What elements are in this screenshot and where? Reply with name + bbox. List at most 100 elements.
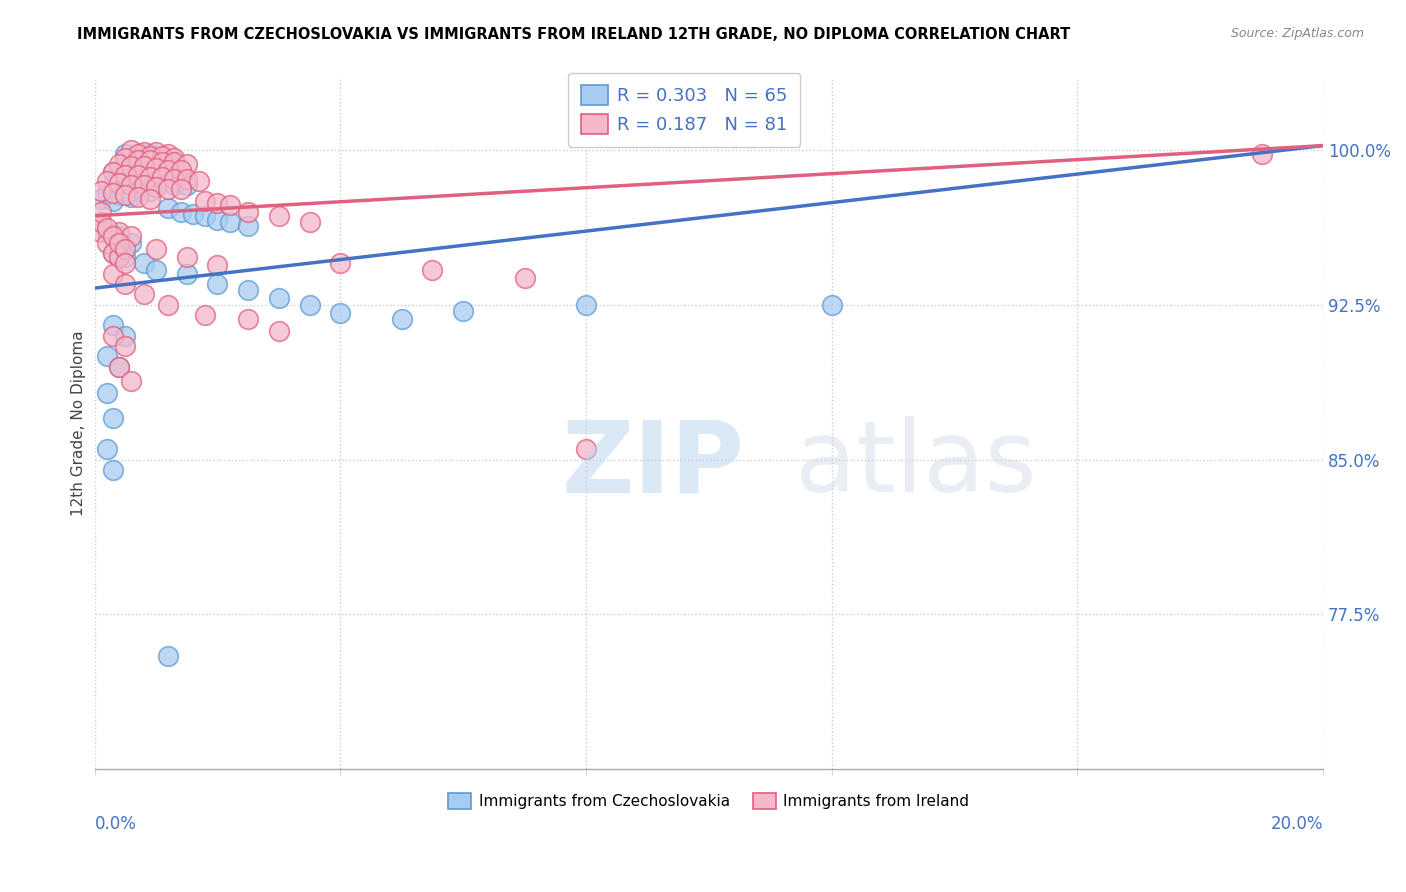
Point <box>207 213 229 227</box>
Legend: Immigrants from Czechoslovakia, Immigrants from Ireland: Immigrants from Czechoslovakia, Immigran… <box>440 786 977 817</box>
Point <box>101 186 124 200</box>
Point <box>169 182 191 196</box>
Point <box>90 215 112 229</box>
Point <box>127 168 149 182</box>
Point <box>114 146 136 161</box>
Point <box>298 297 321 311</box>
Point <box>90 204 112 219</box>
Point <box>150 169 173 184</box>
Point <box>139 169 162 184</box>
Point <box>114 151 136 165</box>
Point <box>169 204 191 219</box>
Point <box>145 151 167 165</box>
Point <box>101 165 124 179</box>
Point <box>132 178 155 192</box>
Point <box>145 161 167 176</box>
Point <box>139 184 162 198</box>
Point <box>101 180 124 194</box>
Point <box>236 219 259 234</box>
Point <box>236 283 259 297</box>
Point <box>120 229 142 244</box>
Point <box>329 306 352 320</box>
Point <box>163 171 186 186</box>
Point <box>101 246 124 260</box>
Point <box>139 169 162 184</box>
Point <box>96 235 118 250</box>
Point <box>236 312 259 326</box>
Point <box>127 184 149 198</box>
Point <box>176 157 198 171</box>
Point <box>114 168 136 182</box>
Point <box>114 182 136 196</box>
Point <box>120 235 142 250</box>
Point <box>139 153 162 167</box>
Point <box>127 151 149 165</box>
Point <box>90 192 112 206</box>
Point <box>821 297 844 311</box>
Point <box>101 318 124 333</box>
Point <box>145 180 167 194</box>
Point <box>108 235 131 250</box>
Point <box>120 159 142 173</box>
Point <box>139 149 162 163</box>
Point <box>127 146 149 161</box>
Point <box>194 308 217 322</box>
Point <box>101 194 124 209</box>
Point <box>267 292 290 306</box>
Point <box>181 207 204 221</box>
Point <box>108 225 131 239</box>
Point <box>101 463 124 477</box>
Point <box>207 259 229 273</box>
Text: ZIP: ZIP <box>561 417 744 514</box>
Point <box>157 201 180 215</box>
Point <box>114 168 136 182</box>
Point <box>145 163 167 178</box>
Y-axis label: 12th Grade, No Diploma: 12th Grade, No Diploma <box>72 331 86 516</box>
Point <box>157 146 180 161</box>
Point <box>145 242 167 256</box>
Text: 20.0%: 20.0% <box>1271 814 1323 833</box>
Point <box>132 256 155 270</box>
Point <box>176 178 198 192</box>
Point <box>101 411 124 425</box>
Point <box>267 325 290 339</box>
Point <box>120 374 142 388</box>
Point <box>145 262 167 277</box>
Point <box>157 297 180 311</box>
Point <box>101 246 124 260</box>
Point <box>108 229 131 244</box>
Text: IMMIGRANTS FROM CZECHOSLOVAKIA VS IMMIGRANTS FROM IRELAND 12TH GRADE, NO DIPLOMA: IMMIGRANTS FROM CZECHOSLOVAKIA VS IMMIGR… <box>77 27 1070 42</box>
Point <box>114 328 136 343</box>
Point <box>96 386 118 401</box>
Point <box>120 159 142 173</box>
Point <box>114 256 136 270</box>
Point <box>108 157 131 171</box>
Point <box>132 161 155 176</box>
Point <box>101 165 124 179</box>
Point <box>163 155 186 169</box>
Point <box>96 349 118 363</box>
Point <box>267 209 290 223</box>
Point <box>176 250 198 264</box>
Point <box>114 277 136 291</box>
Point <box>157 648 180 663</box>
Point <box>127 190 149 204</box>
Point <box>120 174 142 188</box>
Point <box>108 171 131 186</box>
Point <box>120 143 142 157</box>
Point <box>163 178 186 192</box>
Text: Source: ZipAtlas.com: Source: ZipAtlas.com <box>1230 27 1364 40</box>
Point <box>236 204 259 219</box>
Point <box>96 174 118 188</box>
Point <box>150 153 173 167</box>
Point <box>90 184 112 198</box>
Point <box>194 209 217 223</box>
Point <box>108 359 131 374</box>
Point <box>169 163 191 178</box>
Point <box>120 190 142 204</box>
Point <box>513 270 536 285</box>
Point <box>108 176 131 190</box>
Point <box>96 186 118 200</box>
Point <box>176 171 198 186</box>
Point <box>108 359 131 374</box>
